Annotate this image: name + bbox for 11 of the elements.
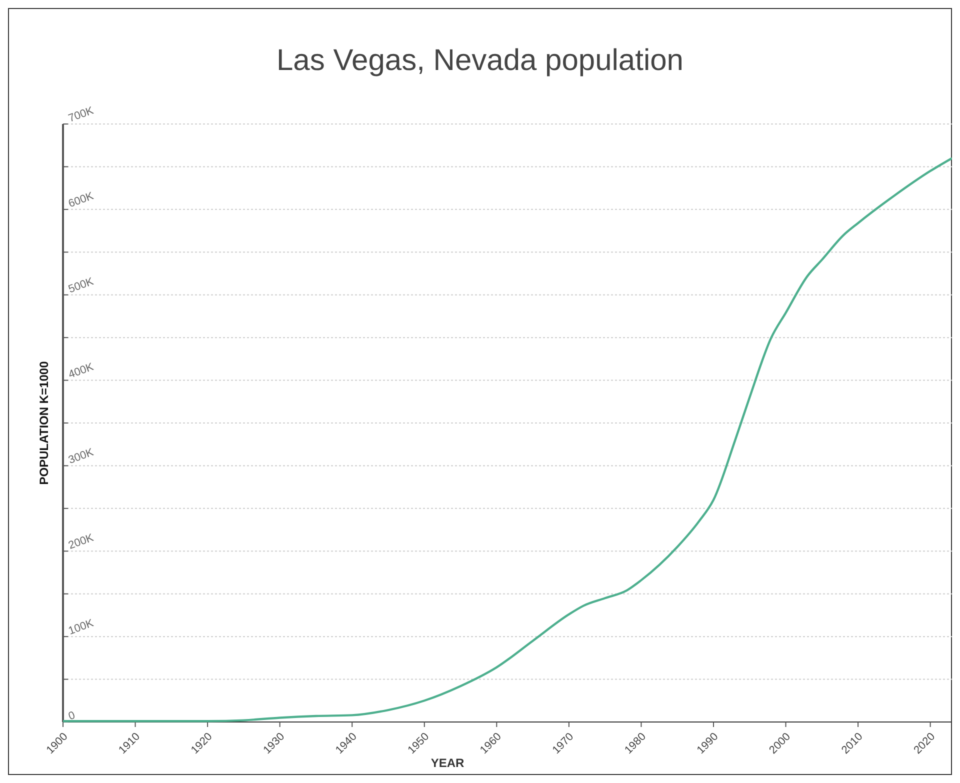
x-axis-title: YEAR — [430, 756, 464, 770]
y-tick-label: 700K — [66, 104, 96, 125]
y-tick-label: 0 — [66, 709, 77, 723]
y-tick-label: 400K — [66, 360, 96, 382]
y-tick-label: 300K — [66, 446, 96, 467]
y-axis-title: POPULATION K=1000 — [37, 360, 51, 485]
y-tick-label: 500K — [66, 275, 96, 296]
y-tick-label: 100K — [66, 617, 96, 638]
chart-title: Las Vegas, Nevada population — [276, 44, 684, 77]
y-tick-label: 200K — [66, 532, 96, 552]
y-tick-label: 600K — [66, 190, 96, 210]
